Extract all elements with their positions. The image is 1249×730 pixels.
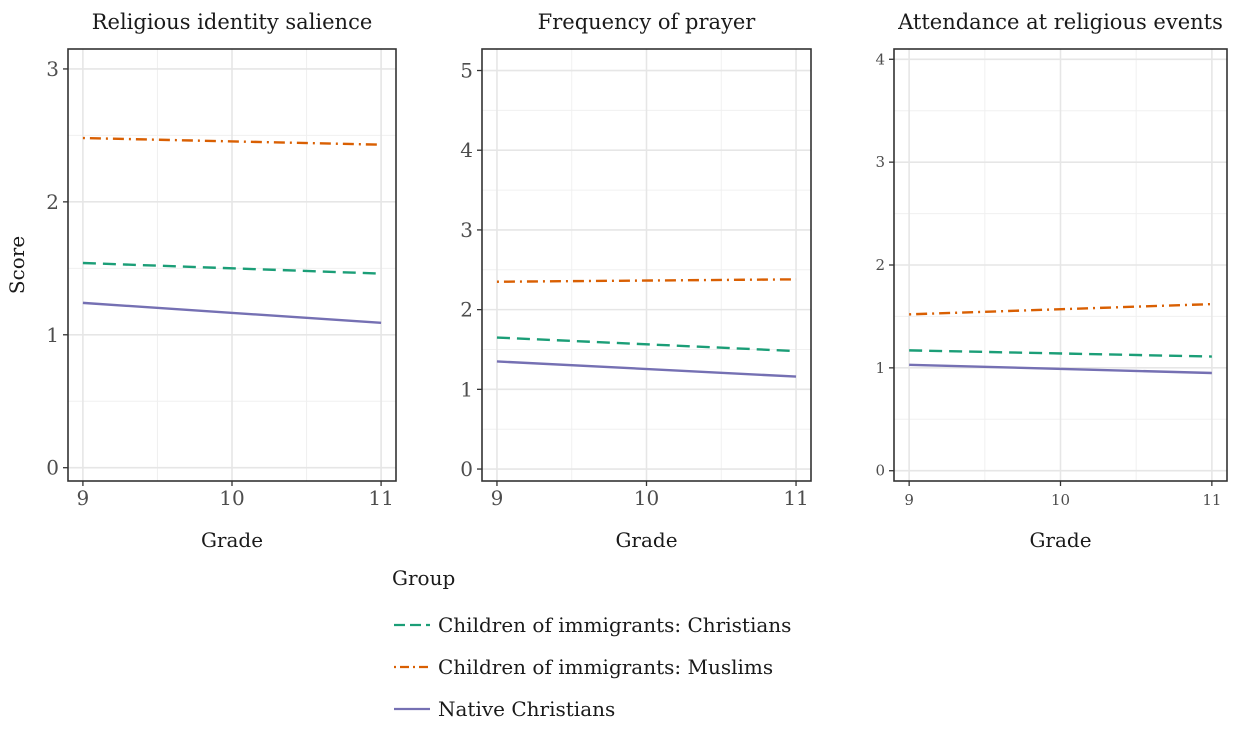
y-axis-label: Score — [5, 236, 29, 294]
y-tick-label: 4 — [875, 50, 885, 68]
panel-title: Attendance at religious events — [897, 10, 1223, 34]
x-axis-label: Grade — [615, 528, 677, 552]
legend: Group Children of immigrants: Christians… — [392, 566, 791, 730]
x-tick-label: 10 — [1051, 491, 1070, 509]
y-tick-label: 0 — [46, 456, 59, 480]
x-tick-label: 10 — [219, 486, 244, 510]
series-line — [82, 261, 382, 275]
y-tick-label: 4 — [460, 138, 473, 162]
y-tick-label: 2 — [460, 298, 473, 322]
x-axis-label: Grade — [201, 528, 263, 552]
y-tick-label: 0 — [875, 462, 885, 480]
legend-title: Group — [392, 566, 456, 590]
y-tick-label: 0 — [460, 457, 473, 481]
y-tick-label: 1 — [46, 323, 59, 347]
legend-item-muslims: Children of immigrants: Muslims — [392, 646, 791, 688]
legend-label: Children of immigrants: Muslims — [438, 655, 774, 679]
legend-label: Children of immigrants: Christians — [438, 613, 792, 637]
y-tick-label: 5 — [460, 59, 473, 83]
y-tick-label: 2 — [875, 256, 885, 274]
series-line — [909, 363, 1212, 375]
y-tick-label: 1 — [460, 377, 473, 401]
chart-panel-2: 0 1 2 3 4 5 9 10 11 Frequency of prayer Grade — [460, 10, 812, 552]
y-tick-label: 2 — [46, 190, 59, 214]
legend-label: Native Christians — [438, 697, 616, 721]
series-line — [82, 136, 382, 146]
x-tick-label: 11 — [1202, 491, 1221, 509]
chart-panel-3: 0 1 2 3 4 9 10 11 Attendance at religious events… — [875, 10, 1228, 552]
x-tick-label: 9 — [491, 486, 504, 510]
series-line — [909, 349, 1212, 358]
x-axis-label: Grade — [1029, 528, 1091, 552]
legend-key-dashed — [394, 623, 430, 627]
chart-panel-1: 0 1 2 3 9 10 11 Religious identity salience Grad… — [5, 10, 397, 552]
y-tick-label: 3 — [46, 57, 59, 81]
x-tick-label: 11 — [783, 486, 808, 510]
panel-border — [481, 48, 812, 482]
series-line — [82, 301, 382, 325]
x-tick-label: 10 — [634, 486, 659, 510]
series-line — [909, 302, 1212, 316]
legend-key-solid — [394, 707, 430, 711]
panel-title: Frequency of prayer — [538, 10, 757, 34]
y-tick-label: 3 — [875, 153, 885, 171]
y-tick-label: 3 — [460, 218, 473, 242]
y-tick-label: 1 — [875, 359, 885, 377]
panel-border — [893, 48, 1228, 482]
legend-item-christians: Children of immigrants: Christians — [392, 604, 791, 646]
legend-key-dotdash — [394, 665, 430, 669]
x-tick-label: 9 — [904, 491, 914, 509]
panel-title: Religious identity salience — [92, 10, 373, 34]
series-line — [496, 278, 797, 283]
panel-border — [67, 48, 397, 482]
legend-item-native: Native Christians — [392, 688, 791, 730]
x-tick-label: 11 — [368, 486, 393, 510]
x-tick-label: 9 — [77, 486, 90, 510]
series-line — [496, 336, 797, 353]
series-line — [496, 360, 797, 378]
